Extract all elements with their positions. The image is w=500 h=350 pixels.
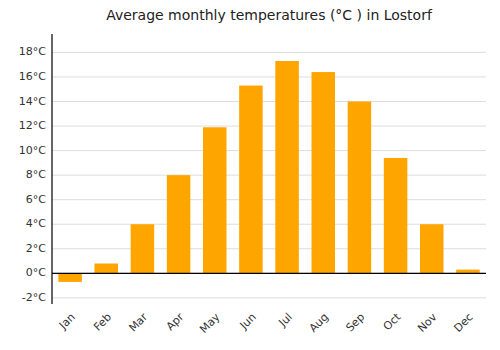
grid-line <box>52 297 486 298</box>
x-tick-label: Aug <box>307 311 331 335</box>
grid-line <box>52 52 486 53</box>
grid-line <box>52 76 486 77</box>
bar <box>167 175 191 273</box>
x-tick-label: Jun <box>237 311 259 333</box>
y-tick-label: 8°C <box>26 168 46 181</box>
x-tick-label: Mar <box>126 310 150 334</box>
y-tick-label: 18°C <box>19 45 46 58</box>
x-tick-label: Jul <box>276 311 295 330</box>
y-tick-label: 12°C <box>19 119 46 132</box>
chart: -2°C 0°C 2°C 4°C 6°C 8°C 10°C 12°C 14°C 16°C 18°C J… <box>0 0 500 350</box>
y-tick-label: 2°C <box>26 242 46 255</box>
y-tick-label: 4°C <box>26 217 46 230</box>
bar <box>58 273 82 282</box>
grid-line <box>52 101 486 102</box>
bar <box>131 224 155 273</box>
baseline <box>52 273 486 274</box>
chart-container: -2°C 0°C 2°C 4°C 6°C 8°C 10°C 12°C 14°C 16°C 18°C J… <box>0 0 500 350</box>
bar <box>348 102 372 274</box>
grid-line <box>52 150 486 151</box>
grid-line <box>52 199 486 200</box>
bar <box>203 127 227 273</box>
bar <box>94 264 118 274</box>
y-tick-label: 10°C <box>19 144 46 157</box>
y-tick-label: 16°C <box>19 70 46 83</box>
x-tick-label: Dec <box>451 311 475 335</box>
y-tick-label: 6°C <box>26 193 46 206</box>
bar <box>420 224 444 273</box>
y-tick-label: 0°C <box>26 266 46 279</box>
y-axis-line <box>51 34 52 304</box>
x-tick-label: Apr <box>164 310 187 333</box>
grid-line <box>52 126 486 127</box>
bar <box>384 158 408 273</box>
y-grid <box>52 52 486 297</box>
x-tick-label: Sep <box>343 311 367 335</box>
y-tick-label: 14°C <box>19 95 46 108</box>
x-tick-label: Nov <box>415 310 440 335</box>
x-tick-label: Feb <box>91 311 114 334</box>
bar <box>311 72 335 273</box>
y-tick-label: -2°C <box>22 291 46 304</box>
y-tick-labels: -2°C 0°C 2°C 4°C 6°C 8°C 10°C 12°C 14°C 16°C 18°C <box>19 45 46 303</box>
grid-line <box>52 175 486 176</box>
bar <box>275 61 299 273</box>
x-tick-label: May <box>197 310 223 336</box>
bar <box>239 86 263 274</box>
bars <box>58 61 479 282</box>
grid-line <box>52 273 486 274</box>
x-tick-label: Oct <box>381 310 404 333</box>
x-tick-labels: Jan Feb Mar Apr May Jun Jul Aug Sep Oct Nov Dec <box>56 310 476 336</box>
title: Average monthly temperatures (°C ) in Lo… <box>106 7 433 23</box>
x-tick-label: Jan <box>56 311 78 333</box>
